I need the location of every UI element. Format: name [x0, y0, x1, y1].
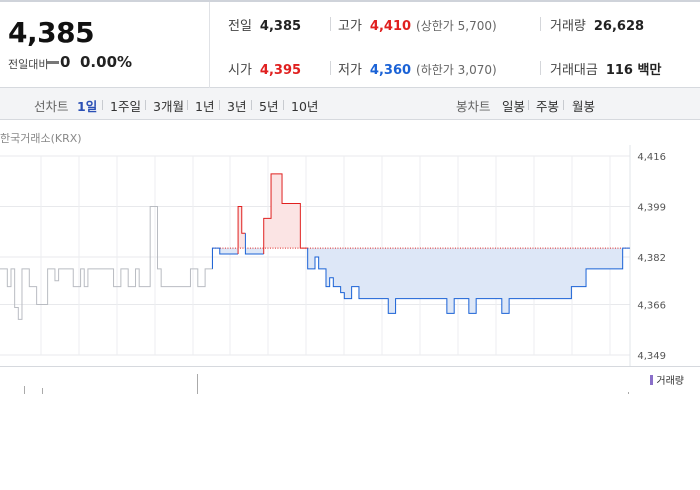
candle-tab-monthly[interactable]: 월봉 — [572, 99, 596, 114]
lower-limit: (하한가 3,070) — [416, 63, 497, 77]
range-tab-3m[interactable]: 3개월 — [153, 99, 184, 114]
range-tab-1w[interactable]: 1주일 — [110, 99, 141, 114]
prev-close-label: 전일 — [228, 19, 252, 34]
divider — [251, 100, 252, 110]
price-chart: 4,416 4,399 4,382 4,366 4,349 — [0, 145, 666, 367]
change-rate: 0.00% — [80, 53, 133, 71]
prev-close: 전일 4,385 — [228, 15, 301, 34]
volume-swatch — [650, 375, 654, 385]
volume-label: 거래량 — [550, 19, 586, 34]
range-tab-3y[interactable]: 3년 — [227, 99, 247, 114]
upper-limit: (상한가 5,700) — [416, 19, 497, 33]
open-price: 시가 4,395 — [228, 59, 301, 78]
down-area-fill — [212, 248, 630, 314]
volume-bar — [628, 392, 629, 394]
divider — [102, 100, 103, 110]
divider — [330, 61, 331, 75]
price-line — [0, 173, 630, 320]
down-price-line — [244, 233, 264, 255]
candle-tab-weekly[interactable]: 주봉 — [536, 99, 560, 114]
divider — [540, 17, 541, 31]
open-label: 시가 — [228, 63, 252, 78]
volume-bar — [197, 374, 198, 394]
volume-value: 26,628 — [593, 19, 645, 34]
low-value: 4,360 — [369, 63, 412, 78]
change-value: 0 — [60, 53, 71, 71]
y-tick-label: 4,366 — [637, 301, 666, 312]
data-source-label: 한국거래소(KRX) — [0, 132, 82, 145]
range-tab-5y[interactable]: 5년 — [259, 99, 279, 114]
volume-bar — [24, 386, 25, 394]
divider — [330, 17, 331, 31]
range-tab-10y[interactable]: 10년 — [291, 99, 319, 114]
divider — [187, 100, 188, 110]
up-price-line — [263, 173, 308, 255]
high-price: 고가 4,410 (상한가 5,700) — [338, 15, 497, 34]
y-tick-label: 4,349 — [637, 351, 666, 362]
divider — [528, 100, 529, 110]
y-tick-label: 4,399 — [637, 202, 666, 213]
up-price-line — [237, 205, 246, 255]
volume-bar — [42, 388, 43, 394]
open-value: 4,395 — [259, 63, 302, 78]
down-price-line — [307, 247, 630, 314]
trade-value-amount: 116 백만 — [605, 63, 662, 78]
y-tick-label: 4,382 — [637, 253, 666, 264]
y-axis-labels: 4,416 4,399 4,382 4,366 4,349 — [637, 152, 666, 362]
prev-close-value: 4,385 — [259, 19, 302, 34]
change-label: 전일대비 — [8, 58, 49, 71]
divider — [283, 100, 284, 110]
up-area-fill — [212, 173, 630, 249]
top-border — [0, 0, 700, 2]
divider — [563, 100, 564, 110]
volume-legend-label: 거래량 — [656, 376, 684, 387]
low-price: 저가 4,360 (하한가 3,070) — [338, 59, 497, 78]
divider — [540, 61, 541, 75]
chart-toolbar: 선차트 1일 1주일 3개월 1년 3년 5년 10년 봉차트 일봉 주봉 월봉 — [0, 88, 700, 120]
price-box: 4,385 전일대비 0 0.00% — [0, 2, 210, 88]
flat-change-icon — [47, 61, 59, 64]
chart-fills — [212, 173, 630, 314]
divider — [219, 100, 220, 110]
candle-tab-daily[interactable]: 일봉 — [502, 99, 526, 114]
y-tick-label: 4,416 — [637, 152, 666, 163]
volume-legend: 거래량 — [650, 372, 684, 387]
trade-value-label: 거래대금 — [550, 63, 598, 78]
current-price: 4,385 — [8, 16, 95, 49]
quote-summary: 4,385 전일대비 0 0.00% 전일 4,385 고가 4,410 (상한가 5… — [0, 2, 700, 88]
high-label: 고가 — [338, 19, 362, 34]
trade-value: 거래대금 116 백만 — [550, 59, 661, 78]
volume-chart — [0, 366, 700, 398]
pre-base-line — [0, 205, 213, 320]
range-tab-1y[interactable]: 1년 — [195, 99, 215, 114]
down-price-line — [211, 247, 239, 269]
volume: 거래량 26,628 — [550, 15, 644, 34]
candle-chart-label: 봉차트 — [456, 99, 491, 114]
divider — [145, 100, 146, 110]
high-value: 4,410 — [369, 19, 412, 34]
line-chart-label: 선차트 — [34, 99, 69, 114]
low-label: 저가 — [338, 63, 362, 78]
range-tab-1d[interactable]: 1일 — [77, 99, 98, 114]
